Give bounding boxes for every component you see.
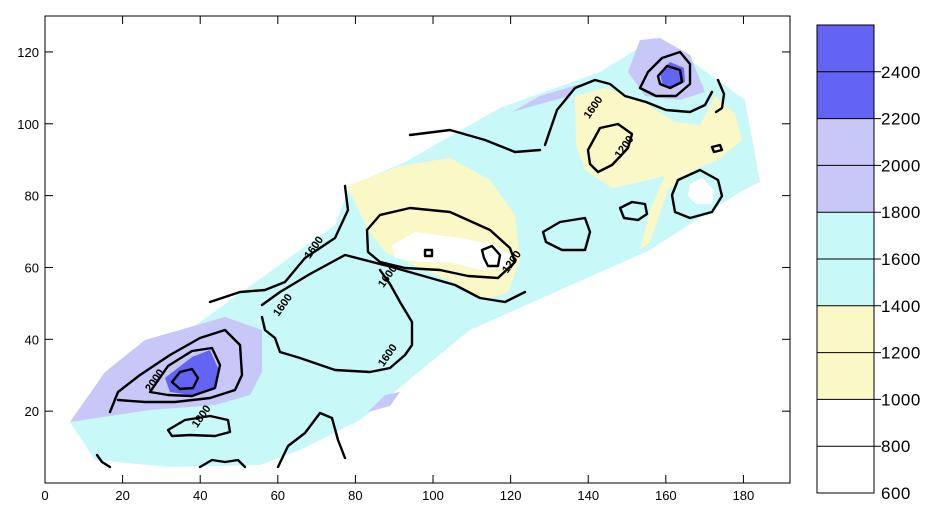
contour-line — [543, 78, 714, 147]
contour-line — [170, 367, 200, 391]
contour-line — [541, 216, 592, 252]
contour-line — [208, 184, 350, 304]
legend-level-label: 2000 — [881, 156, 921, 175]
y-tick-label: 100 — [17, 117, 39, 132]
contour-line — [480, 244, 502, 268]
contour-line — [276, 411, 347, 469]
x-axis-ticks: 0 20 40 60 80 100 120 140 160 180 — [41, 16, 754, 503]
x-tick-label: 80 — [348, 488, 362, 503]
y-tick-label: 60 — [25, 260, 39, 275]
contour-lines — [95, 50, 726, 469]
contour-line — [586, 122, 634, 174]
y-tick-label: 20 — [25, 404, 39, 419]
x-tick-label: 40 — [193, 488, 207, 503]
axes: 0 20 40 60 80 100 120 140 160 180 20 40 60 80 100 120 — [17, 15, 791, 503]
legend-level-label: 1200 — [881, 344, 921, 363]
contour-line — [656, 64, 684, 90]
contour-line — [108, 328, 244, 414]
contour-line — [198, 458, 247, 469]
region-600-1000-central — [392, 232, 510, 270]
region-1000-1400-northeast — [575, 88, 742, 250]
contour-line — [260, 315, 392, 374]
color-legend: 2400 2200 2000 1800 1600 1400 1200 1000 800 600 — [816, 24, 921, 503]
y-tick-label: 80 — [25, 189, 39, 204]
contour-line — [365, 206, 517, 280]
x-tick-label: 180 — [733, 488, 755, 503]
contour-line — [408, 128, 542, 154]
contour-line — [670, 168, 724, 220]
y-tick-label: 40 — [25, 332, 39, 347]
x-tick-label: 160 — [655, 488, 677, 503]
contour-line — [423, 248, 434, 258]
legend-level-label: 800 — [881, 437, 911, 456]
contour-line — [166, 414, 232, 438]
y-tick-label: 120 — [17, 45, 39, 60]
x-tick-label: 0 — [41, 488, 48, 503]
contour-line — [378, 268, 414, 370]
contour-line — [710, 143, 724, 154]
x-tick-label: 100 — [422, 488, 444, 503]
x-tick-label: 20 — [115, 488, 129, 503]
legend-level-label: 2400 — [881, 63, 921, 82]
region-600-1000-northeast — [688, 178, 714, 204]
contour-line — [714, 78, 726, 114]
region-1800-2200-south-edge — [368, 392, 400, 412]
plot-frame — [44, 15, 791, 484]
contour-line — [148, 346, 222, 398]
x-tick-label: 140 — [577, 488, 599, 503]
contour-line — [618, 200, 649, 222]
legend-level-label: 1800 — [881, 203, 921, 222]
legend-level-label: 600 — [881, 484, 911, 503]
contour-line — [260, 253, 527, 307]
x-tick-label: 60 — [271, 488, 285, 503]
region-1800-2200-north-edge — [512, 84, 580, 112]
legend-level-label: 1400 — [881, 297, 921, 316]
y-axis-ticks: 20 40 60 80 100 120 — [17, 45, 790, 419]
x-tick-label: 120 — [500, 488, 522, 503]
legend-level-label: 1600 — [881, 250, 921, 269]
contour-line — [638, 50, 692, 98]
legend-level-label: 1000 — [881, 390, 921, 409]
region-2200-plus-southwest — [165, 350, 218, 395]
contour-line — [95, 453, 112, 469]
legend-level-label: 2200 — [881, 110, 921, 129]
